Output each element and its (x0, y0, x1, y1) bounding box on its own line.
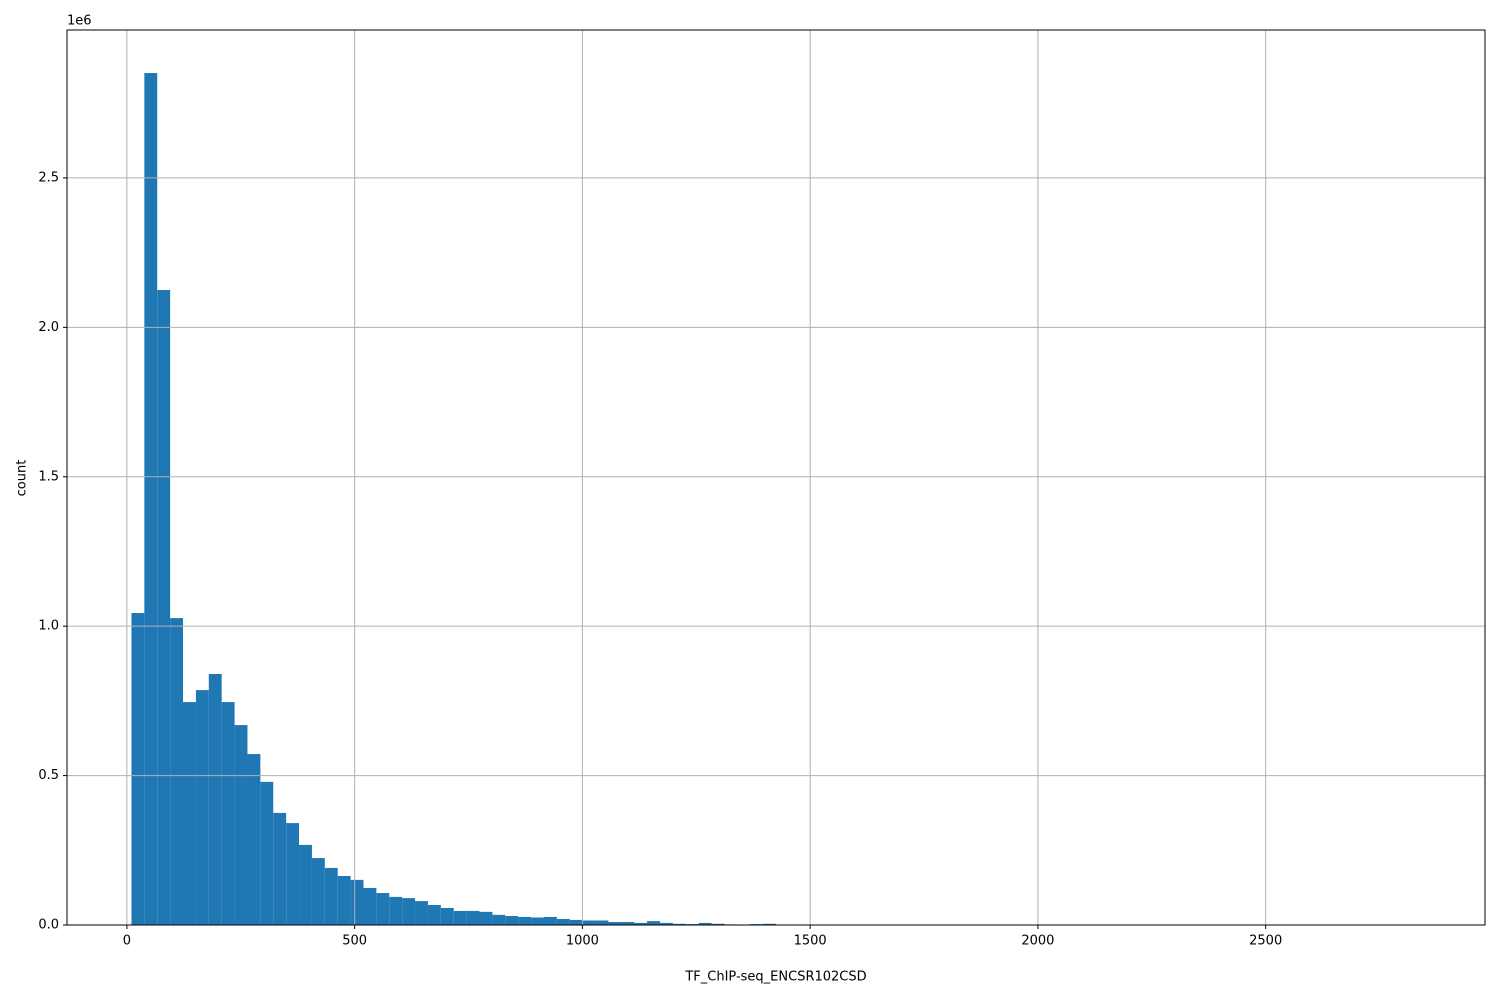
bar (376, 893, 389, 925)
bar (338, 876, 351, 925)
bar (235, 725, 248, 925)
plot-frame (67, 30, 1485, 925)
bar (144, 73, 157, 925)
x-tick-label: 0 (123, 934, 131, 949)
bar (518, 917, 531, 925)
y-tick-label: 2.0 (38, 320, 59, 335)
y-tick-label: 1.0 (38, 619, 59, 634)
bar (480, 912, 493, 925)
x-tick-label: 2500 (1249, 934, 1282, 949)
bar (467, 911, 480, 925)
bar (157, 290, 170, 925)
bar (170, 618, 183, 925)
bar (325, 868, 338, 925)
bar (222, 702, 235, 925)
bar (647, 921, 660, 925)
bar (570, 920, 583, 925)
x-tick-label: 1500 (794, 934, 827, 949)
x-tick-label: 2000 (1021, 934, 1054, 949)
bar (312, 858, 325, 925)
y-axis-label: count (15, 460, 30, 497)
bar (415, 901, 428, 925)
bar (299, 845, 312, 925)
bar (196, 690, 209, 925)
y-tick-label: 0.5 (38, 768, 59, 783)
x-axis-label: TF_ChIP-seq_ENCSR102CSD (684, 970, 866, 985)
bar (183, 702, 196, 925)
bar (505, 916, 518, 925)
bar (351, 880, 364, 925)
bar (441, 908, 454, 925)
y-offset-text: 1e6 (67, 14, 92, 29)
bar (209, 674, 222, 925)
x-tick-label: 1000 (566, 934, 599, 949)
y-tick-label: 1.5 (38, 469, 59, 484)
bar (131, 613, 144, 925)
bar (402, 898, 415, 925)
bar (557, 919, 570, 925)
bar (492, 915, 505, 925)
bar (596, 921, 609, 925)
bar (260, 782, 273, 925)
bar (247, 754, 260, 925)
bar (454, 911, 467, 925)
bar (544, 917, 557, 925)
bar (428, 905, 441, 925)
bar (531, 918, 544, 925)
y-tick-label: 2.5 (38, 170, 59, 185)
bar (583, 921, 596, 925)
bar (389, 897, 402, 925)
bar (273, 813, 286, 925)
x-tick-label: 500 (342, 934, 367, 949)
y-tick-label: 0.0 (38, 918, 59, 933)
bar (363, 888, 376, 925)
bar (286, 823, 299, 925)
